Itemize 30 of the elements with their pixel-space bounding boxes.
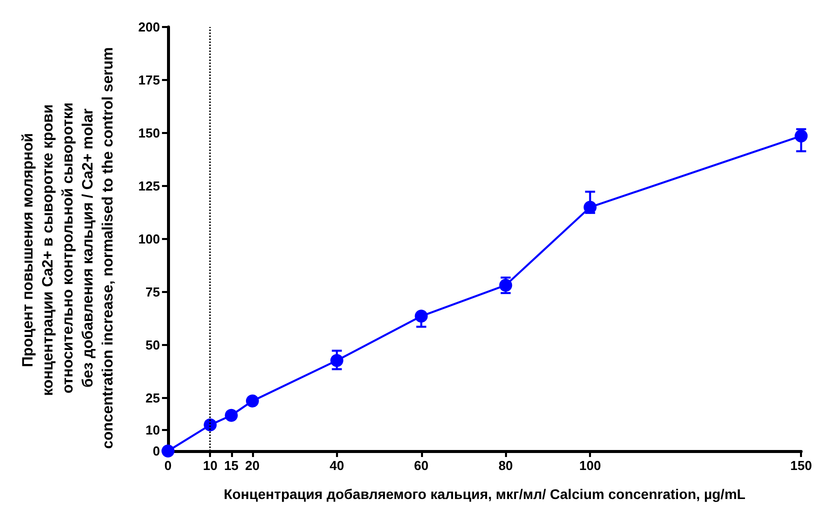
point: [246, 394, 259, 408]
x-tick-label: 80: [498, 458, 513, 473]
point: [224, 408, 238, 422]
x-tick-label: 20: [245, 458, 260, 473]
y-tick-label: 100: [138, 232, 160, 246]
point: [794, 129, 808, 142]
x-axis-title: Концентрация добавляемого кальция, мкг/мл/ Calcium concenration, µg/mL: [224, 486, 746, 502]
y-axis-title: Процент повышения молярной концентрации Ca2+ в сыворотке крови относительно контрольной сыворотки без добавления кальция / Ca2+ molar concentration increase, normalised to the control serum: [20, 47, 116, 449]
y-tick-label: 125: [138, 178, 160, 194]
point: [414, 310, 428, 323]
point: [204, 418, 217, 432]
x-tick-label: 40: [330, 458, 344, 473]
point: [584, 200, 597, 214]
x-tick-label: 10: [202, 458, 218, 473]
y-tick-label: 200: [138, 20, 160, 34]
x-tick-label: 60: [414, 458, 428, 473]
point: [499, 278, 512, 292]
x-tick-label: 100: [579, 458, 601, 473]
y-tick-label: 150: [138, 126, 160, 140]
y-tick-label: 75: [146, 284, 160, 300]
point: [330, 354, 344, 367]
y-tick-label: 10: [146, 422, 160, 438]
x-tick-label: 15: [224, 458, 239, 473]
point: [162, 444, 174, 458]
y-tick-label: 175: [138, 72, 160, 88]
y-tick-label: 25: [146, 390, 160, 406]
y-tick-label: 0: [152, 444, 160, 458]
y-tick-label: 50: [146, 338, 160, 352]
x-tick-label: 0: [164, 458, 172, 473]
x-tick-label: 150: [790, 458, 812, 473]
